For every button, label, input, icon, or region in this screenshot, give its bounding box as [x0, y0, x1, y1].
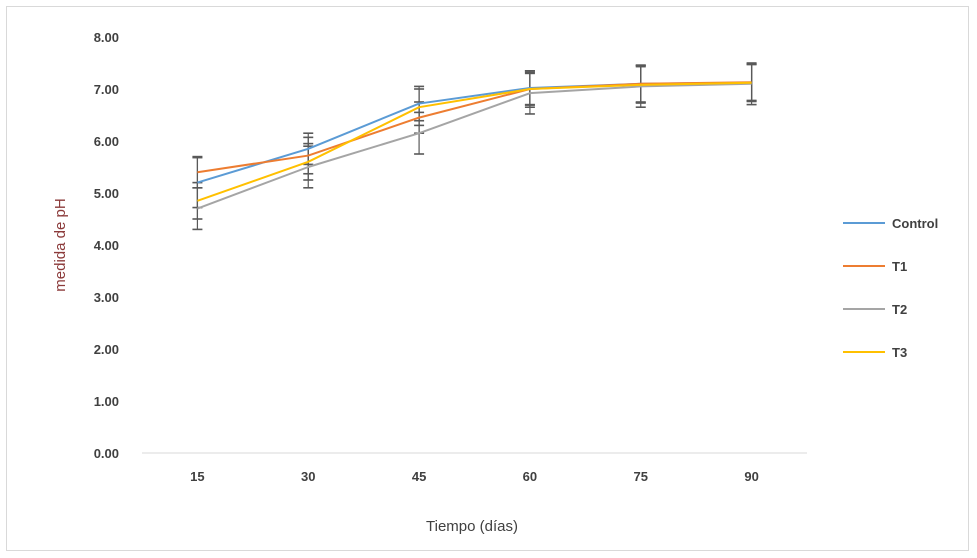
x-tick-label: 60	[523, 469, 537, 484]
line-chart: 0.00 1.00 2.00 3.00 4.00 5.00 6.00 7.00 8.00 15 3…	[52, 30, 938, 535]
x-tick-label: 75	[634, 469, 648, 484]
y-tick-label: 0.00	[94, 446, 119, 461]
y-tick-label: 3.00	[94, 290, 119, 305]
y-tick-label: 4.00	[94, 238, 119, 253]
legend-item-t2: T2	[843, 302, 907, 317]
x-axis-title: Tiempo (días)	[426, 518, 518, 535]
error-bars	[192, 62, 757, 231]
legend-label: T1	[892, 259, 907, 274]
series-line-t3	[197, 81, 752, 202]
y-tick-label: 2.00	[94, 342, 119, 357]
y-tick-label: 8.00	[94, 30, 119, 45]
x-tick-label: 15	[190, 469, 204, 484]
chart-frame: 0.00 1.00 2.00 3.00 4.00 5.00 6.00 7.00 8.00 15 3…	[6, 6, 969, 551]
legend-item-t3: T3	[843, 345, 907, 360]
series-lines	[197, 81, 752, 210]
y-tick-label: 7.00	[94, 82, 119, 97]
y-tick-label: 5.00	[94, 186, 119, 201]
legend-label: T2	[892, 302, 907, 317]
legend-label: T3	[892, 345, 907, 360]
x-tick-label: 90	[744, 469, 758, 484]
legend-item-t1: T1	[843, 259, 907, 274]
y-axis-title: medida de pH	[52, 198, 69, 291]
legend-label: Control	[892, 216, 938, 231]
x-tick-labels: 15 30 45 60 75 90	[190, 469, 759, 484]
series-line-t2	[197, 82, 752, 210]
y-tick-label: 6.00	[94, 134, 119, 149]
y-tick-labels: 0.00 1.00 2.00 3.00 4.00 5.00 6.00 7.00 8.00	[94, 30, 119, 461]
legend-item-control: Control	[843, 216, 938, 231]
x-tick-label: 30	[301, 469, 315, 484]
x-tick-label: 45	[412, 469, 426, 484]
legend: Control T1 T2 T3	[843, 216, 938, 360]
y-tick-label: 1.00	[94, 394, 119, 409]
